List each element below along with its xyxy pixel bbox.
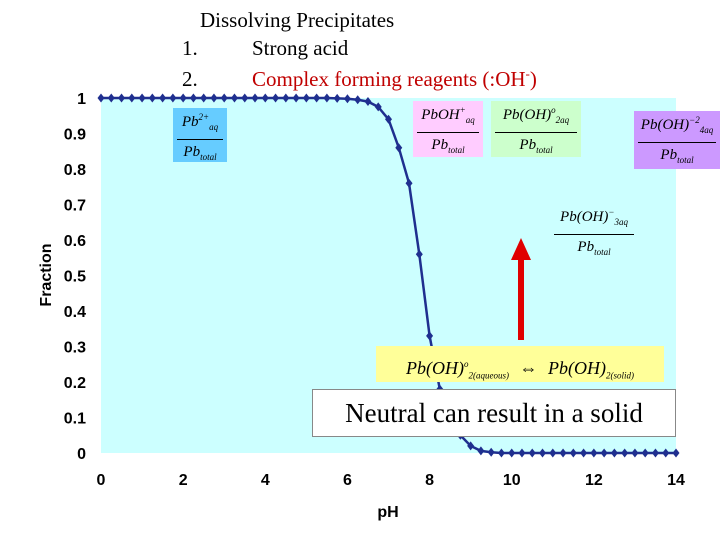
data-point: [343, 94, 351, 104]
y-tick-label: 1: [77, 91, 86, 108]
list-number: 1.: [182, 36, 198, 60]
data-point: [395, 143, 403, 153]
list-item-complex-reagents: 2. Complex forming reagents (:OH-): [182, 66, 537, 92]
slide-title: Dissolving Precipitates: [200, 8, 395, 32]
data-point: [230, 93, 238, 103]
y-tick-label: 0.1: [64, 411, 86, 428]
data-point: [539, 448, 547, 458]
x-tick-label: 6: [343, 472, 352, 489]
callout-neutral-solid: Neutral can result in a solid: [312, 389, 676, 437]
list-text: Strong acid: [252, 36, 349, 60]
data-point: [385, 114, 392, 124]
label-pb-free-fraction: Pb2+aq Pbtotal: [173, 108, 227, 162]
label-pboh4-fraction: Pb(OH)−24aq Pbtotal: [634, 111, 720, 169]
data-point: [426, 331, 434, 341]
data-point: [549, 448, 557, 458]
data-point: [107, 93, 115, 103]
x-tick-label: 4: [261, 472, 270, 489]
red-arrow-head: [511, 238, 531, 260]
data-point: [528, 448, 536, 458]
data-point: [302, 93, 310, 103]
y-tick-label: 0.7: [64, 198, 86, 215]
y-tick-label: 0.5: [64, 269, 86, 286]
data-point: [405, 178, 413, 188]
data-point: [169, 93, 177, 103]
y-tick-label: 0.8: [64, 162, 86, 179]
data-point: [662, 448, 670, 458]
equilibrium-equation: Pb(OH)o2(aqueous) ⇔ Pb(OH)2(solid): [376, 346, 664, 382]
data-point: [138, 93, 146, 103]
data-point: [282, 93, 290, 103]
x-axis-title: pH: [377, 504, 398, 521]
data-point: [97, 93, 105, 103]
data-point: [600, 448, 608, 458]
y-tick-label: 0.4: [64, 304, 86, 321]
label-pboh-plus-fraction: PbOH+aq Pbtotal: [413, 101, 483, 157]
data-point: [241, 93, 249, 103]
label-pboh3-fraction: Pb(OH)−3aq Pbtotal: [550, 203, 638, 259]
data-point: [200, 93, 208, 103]
data-point: [323, 93, 331, 103]
data-point: [631, 448, 639, 458]
y-axis-title: Fraction: [38, 243, 55, 306]
y-tick-label: 0.9: [64, 127, 86, 144]
x-tick-label: 12: [585, 472, 603, 489]
y-tick-label: 0.2: [64, 375, 86, 392]
data-point: [569, 448, 577, 458]
data-point: [672, 448, 680, 458]
data-point: [159, 93, 167, 103]
data-point: [292, 93, 300, 103]
y-tick-label: 0.3: [64, 340, 86, 357]
data-point: [148, 93, 156, 103]
data-point: [261, 93, 269, 103]
list-item-strong-acid: 1. Strong acid: [182, 36, 348, 61]
data-point: [590, 448, 598, 458]
data-point: [189, 93, 197, 103]
equilibrium-arrow: ⇔: [519, 358, 538, 378]
list-text: Complex forming reagents (:OH-): [252, 66, 537, 91]
data-point: [518, 448, 526, 458]
data-point: [487, 447, 495, 457]
data-point: [220, 93, 228, 103]
data-point: [210, 93, 218, 103]
x-tick-label: 2: [179, 472, 188, 489]
data-point: [128, 93, 136, 103]
data-point: [508, 448, 516, 458]
data-point: [651, 448, 659, 458]
y-tick-label: 0: [77, 446, 86, 463]
x-tick-label: 0: [97, 472, 106, 489]
data-point: [354, 95, 362, 105]
y-tick-label: 0.6: [64, 233, 86, 250]
data-point: [374, 102, 382, 112]
x-tick-label: 14: [667, 472, 685, 489]
x-tick-label: 8: [425, 472, 434, 489]
data-point: [610, 448, 618, 458]
data-point: [559, 448, 567, 458]
label-pboh2-fraction: Pb(OH)o2aq Pbtotal: [491, 101, 581, 157]
data-point: [251, 93, 259, 103]
data-point: [333, 93, 341, 103]
data-point: [477, 446, 485, 456]
data-point: [580, 448, 588, 458]
data-point: [641, 448, 649, 458]
data-point: [415, 249, 423, 259]
list-number: 2.: [182, 67, 198, 91]
x-tick-label: 10: [503, 472, 521, 489]
data-point: [272, 93, 280, 103]
data-point: [313, 93, 321, 103]
data-point: [179, 93, 187, 103]
data-point: [621, 448, 629, 458]
data-point: [497, 448, 505, 458]
data-point: [118, 93, 126, 103]
data-point: [467, 441, 475, 451]
data-point: [364, 97, 372, 107]
